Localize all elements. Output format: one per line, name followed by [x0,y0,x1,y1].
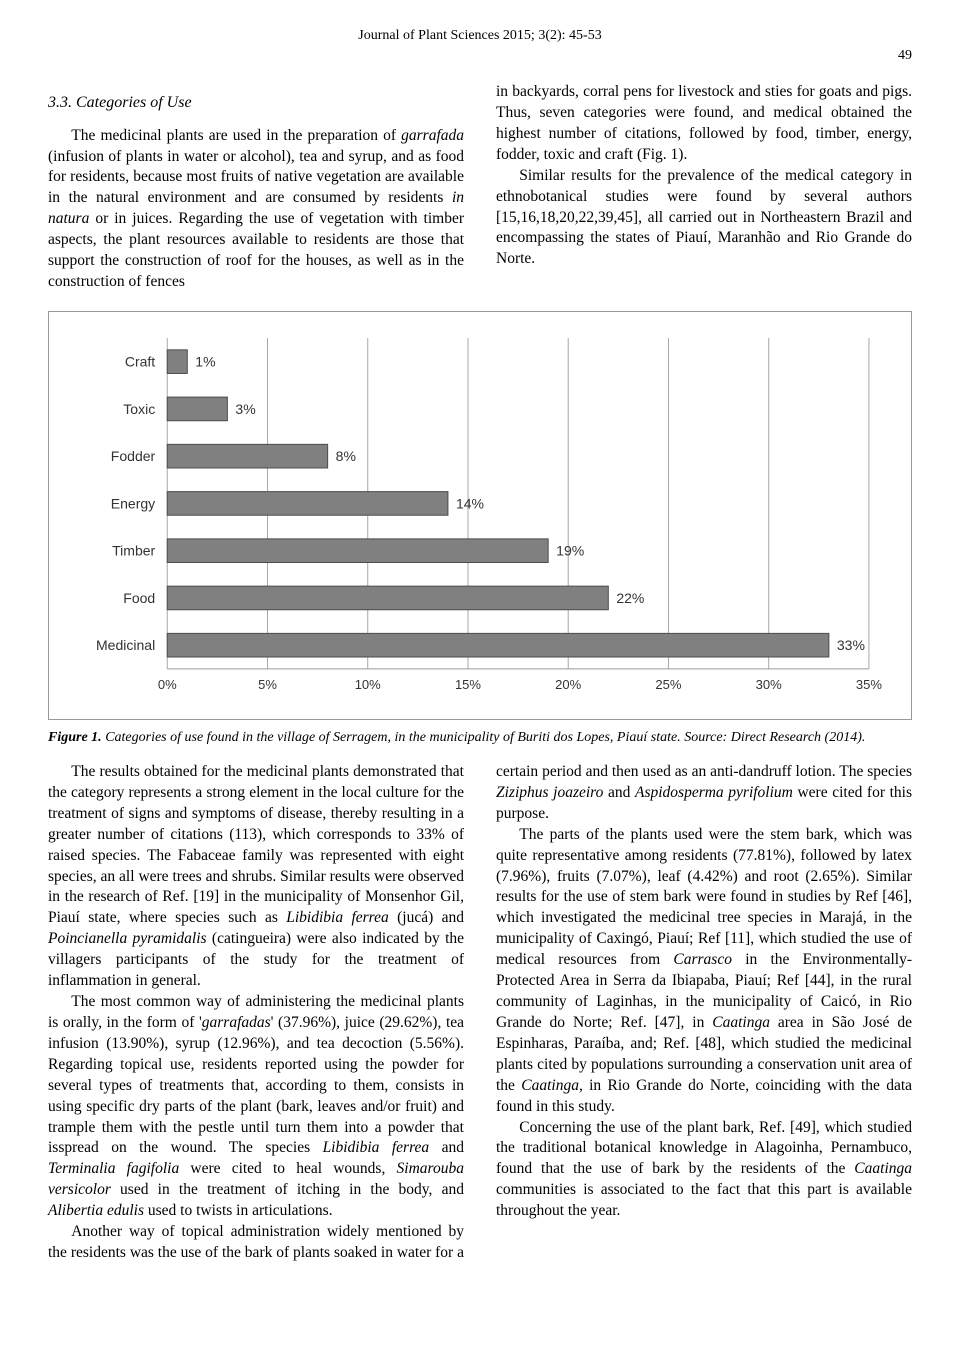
lower-columns: The results obtained for the medicinal p… [48,762,912,1264]
figure-1-chart: 0% 5% 10% 15% 20% 25% 30% 35% Craft 1% Toxic 3% Fodd… [48,311,912,720]
svg-text:25%: 25% [655,677,681,692]
svg-text:8%: 8% [336,448,356,464]
svg-text:3%: 3% [235,401,255,417]
svg-text:Energy: Energy [111,495,155,511]
bar-medicinal [167,633,829,657]
para-upper-right-2: Similar results for the prevalence of th… [496,166,912,271]
para-lr-2: The parts of the plants used were the st… [496,825,912,1118]
svg-text:Medicinal: Medicinal [96,637,155,653]
bar-fodder [167,444,327,468]
svg-text:Food: Food [123,590,155,606]
running-head: Journal of Plant Sciences 2015; 3(2): 45… [48,28,912,44]
para-ll-1: The results obtained for the medicinal p… [48,762,464,992]
para-lr-3: Concerning the use of the plant bark, Re… [496,1118,912,1223]
bar-toxic [167,397,227,421]
svg-text:35%: 35% [856,677,882,692]
bar-craft [167,350,187,374]
para-upper-right-1: in backyards, corral pens for livestock … [496,82,912,166]
svg-text:30%: 30% [756,677,782,692]
svg-text:33%: 33% [837,637,865,653]
svg-text:0%: 0% [158,677,177,692]
page-number: 49 [48,48,912,64]
svg-text:Toxic: Toxic [123,401,155,417]
svg-text:10%: 10% [355,677,381,692]
svg-text:5%: 5% [258,677,277,692]
svg-text:1%: 1% [195,354,215,370]
bar-chart-svg: 0% 5% 10% 15% 20% 25% 30% 35% Craft 1% Toxic 3% Fodd… [67,328,889,709]
para-ll-2: The most common way of administering the… [48,992,464,1222]
upper-columns: 3.3. Categories of Use The medicinal pla… [48,82,912,293]
bar-food [167,586,608,610]
svg-text:19%: 19% [556,543,584,559]
svg-text:Timber: Timber [112,543,155,559]
section-heading: 3.3. Categories of Use [48,92,464,114]
svg-text:Craft: Craft [125,354,155,370]
svg-text:22%: 22% [616,590,644,606]
figure-1-caption: Figure 1. Categories of use found in the… [48,730,912,746]
svg-text:14%: 14% [456,495,484,511]
bar-energy [167,492,448,516]
svg-text:15%: 15% [455,677,481,692]
bar-timber [167,539,548,563]
para-upper-left: The medicinal plants are used in the pre… [48,126,464,293]
svg-text:Fodder: Fodder [111,448,156,464]
svg-text:20%: 20% [555,677,581,692]
